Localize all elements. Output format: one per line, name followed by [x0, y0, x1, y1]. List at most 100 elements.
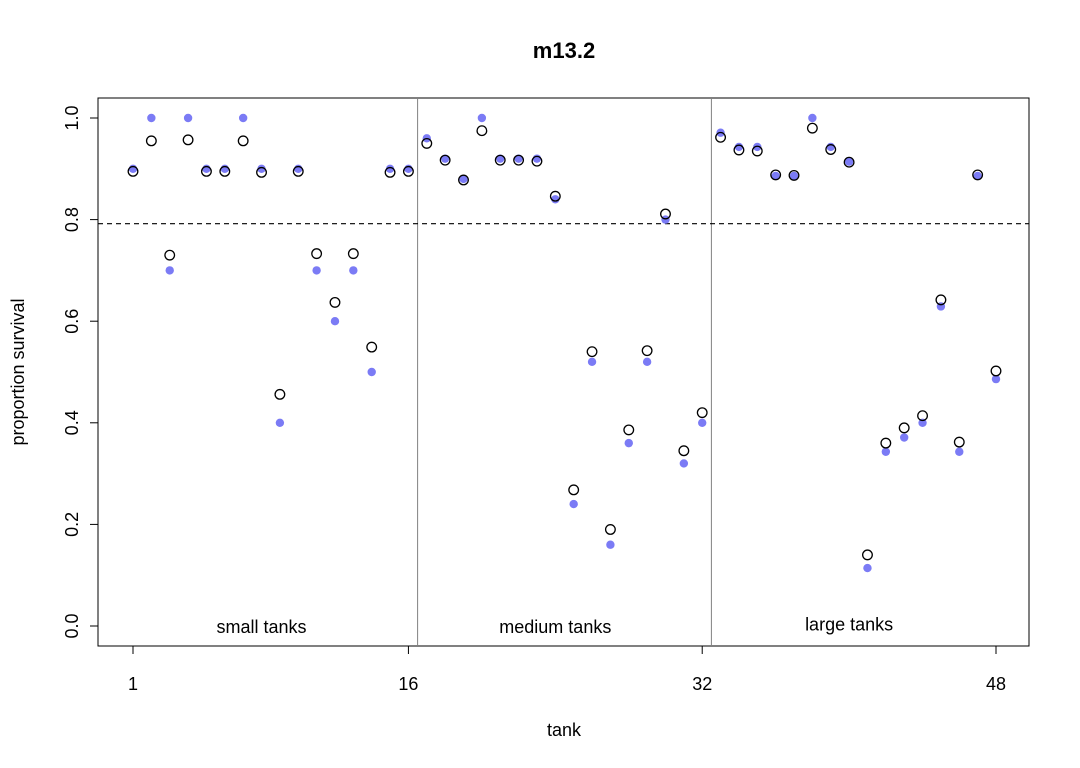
point-estimate [200, 165, 212, 177]
point-estimate [237, 135, 249, 147]
point-estimate [384, 166, 396, 178]
point-estimate [219, 165, 231, 177]
point-raw [220, 164, 230, 173]
point-estimate [660, 208, 671, 220]
point-estimate [843, 156, 855, 168]
chart-title: m13.2 [533, 38, 595, 63]
point-raw [367, 367, 376, 377]
point-raw [147, 113, 156, 123]
point-estimate [751, 145, 763, 157]
y-tick-label: 0.4 [62, 410, 82, 435]
x-tick-label: 16 [398, 674, 418, 694]
point-estimate [972, 169, 984, 181]
point-estimate [788, 169, 800, 181]
group-label: small tanks [217, 617, 307, 637]
point-estimate [806, 122, 818, 134]
point-estimate [531, 155, 543, 167]
x-axis-label: tank [547, 720, 582, 740]
point-estimate [953, 436, 965, 448]
point-raw [899, 433, 909, 442]
group-label: large tanks [805, 614, 893, 634]
point-raw [294, 164, 303, 173]
point-raw [679, 459, 689, 468]
y-axis: 0.0 0.2 0.4 0.6 0.8 1.0 [62, 105, 99, 639]
point-raw [826, 142, 835, 152]
point-estimate [898, 422, 910, 434]
y-tick-label: 1.0 [62, 105, 82, 130]
point-raw [330, 317, 340, 326]
point-raw [771, 171, 780, 181]
point-estimate [733, 144, 745, 156]
point-estimate [366, 341, 378, 353]
point-raw [587, 357, 597, 367]
series-blue [128, 113, 1001, 573]
point-estimate [127, 165, 139, 177]
point-raw [349, 266, 358, 275]
point-estimate [586, 346, 598, 358]
y-tick-label: 0.6 [62, 309, 82, 334]
plot-frame [97, 97, 1030, 647]
point-estimate [329, 296, 341, 308]
point-raw [551, 195, 560, 204]
annotations: small tanks medium tanks large tanks [217, 614, 894, 637]
group-label: medium tanks [499, 617, 611, 637]
dividers [417, 98, 712, 646]
point-raw [881, 447, 891, 456]
point-raw [165, 266, 174, 275]
point-estimate [641, 345, 653, 357]
point-estimate [549, 190, 561, 202]
y-tick-label: 0.8 [62, 207, 82, 232]
series-open [127, 122, 1002, 561]
y-axis-label: proportion survival [8, 298, 28, 445]
point-estimate [770, 169, 782, 181]
point-estimate [513, 154, 525, 166]
point-estimate [935, 294, 947, 306]
point-raw [477, 113, 487, 123]
point-raw [789, 171, 799, 181]
point-estimate [476, 125, 488, 137]
x-tick-label: 1 [128, 674, 138, 694]
point-estimate [604, 524, 616, 535]
point-estimate [421, 137, 433, 149]
point-estimate [917, 410, 929, 422]
point-estimate [182, 134, 194, 146]
point-estimate [458, 174, 469, 186]
point-estimate [311, 248, 323, 260]
point-estimate [494, 154, 506, 166]
point-raw [624, 438, 633, 448]
point-estimate [880, 437, 892, 449]
point-estimate [568, 484, 580, 496]
point-estimate [274, 388, 286, 400]
point-estimate [256, 166, 267, 178]
point-estimate [825, 144, 837, 155]
point-raw [661, 215, 670, 224]
point-raw [569, 499, 578, 509]
point-raw [973, 171, 982, 181]
point-estimate [990, 365, 1002, 377]
point-raw [459, 174, 468, 184]
point-estimate [678, 445, 690, 457]
point-estimate [292, 165, 304, 177]
point-estimate [862, 549, 873, 561]
point-raw [991, 374, 1001, 384]
point-raw [312, 266, 321, 275]
point-raw [275, 418, 285, 427]
point-raw [257, 164, 266, 173]
point-raw [808, 113, 817, 123]
x-axis: 1 16 32 48 [128, 645, 1006, 694]
point-raw [385, 164, 395, 173]
point-raw [238, 113, 248, 123]
point-estimate [623, 424, 635, 436]
point-raw [532, 154, 542, 163]
point-raw [606, 540, 615, 549]
point-estimate [696, 407, 708, 419]
point-raw [128, 164, 138, 173]
point-raw [753, 142, 762, 152]
point-raw [863, 563, 872, 573]
point-estimate [402, 165, 414, 177]
point-raw [404, 164, 413, 173]
point-raw [844, 157, 854, 166]
point-raw [955, 447, 964, 456]
point-estimate [715, 131, 727, 143]
